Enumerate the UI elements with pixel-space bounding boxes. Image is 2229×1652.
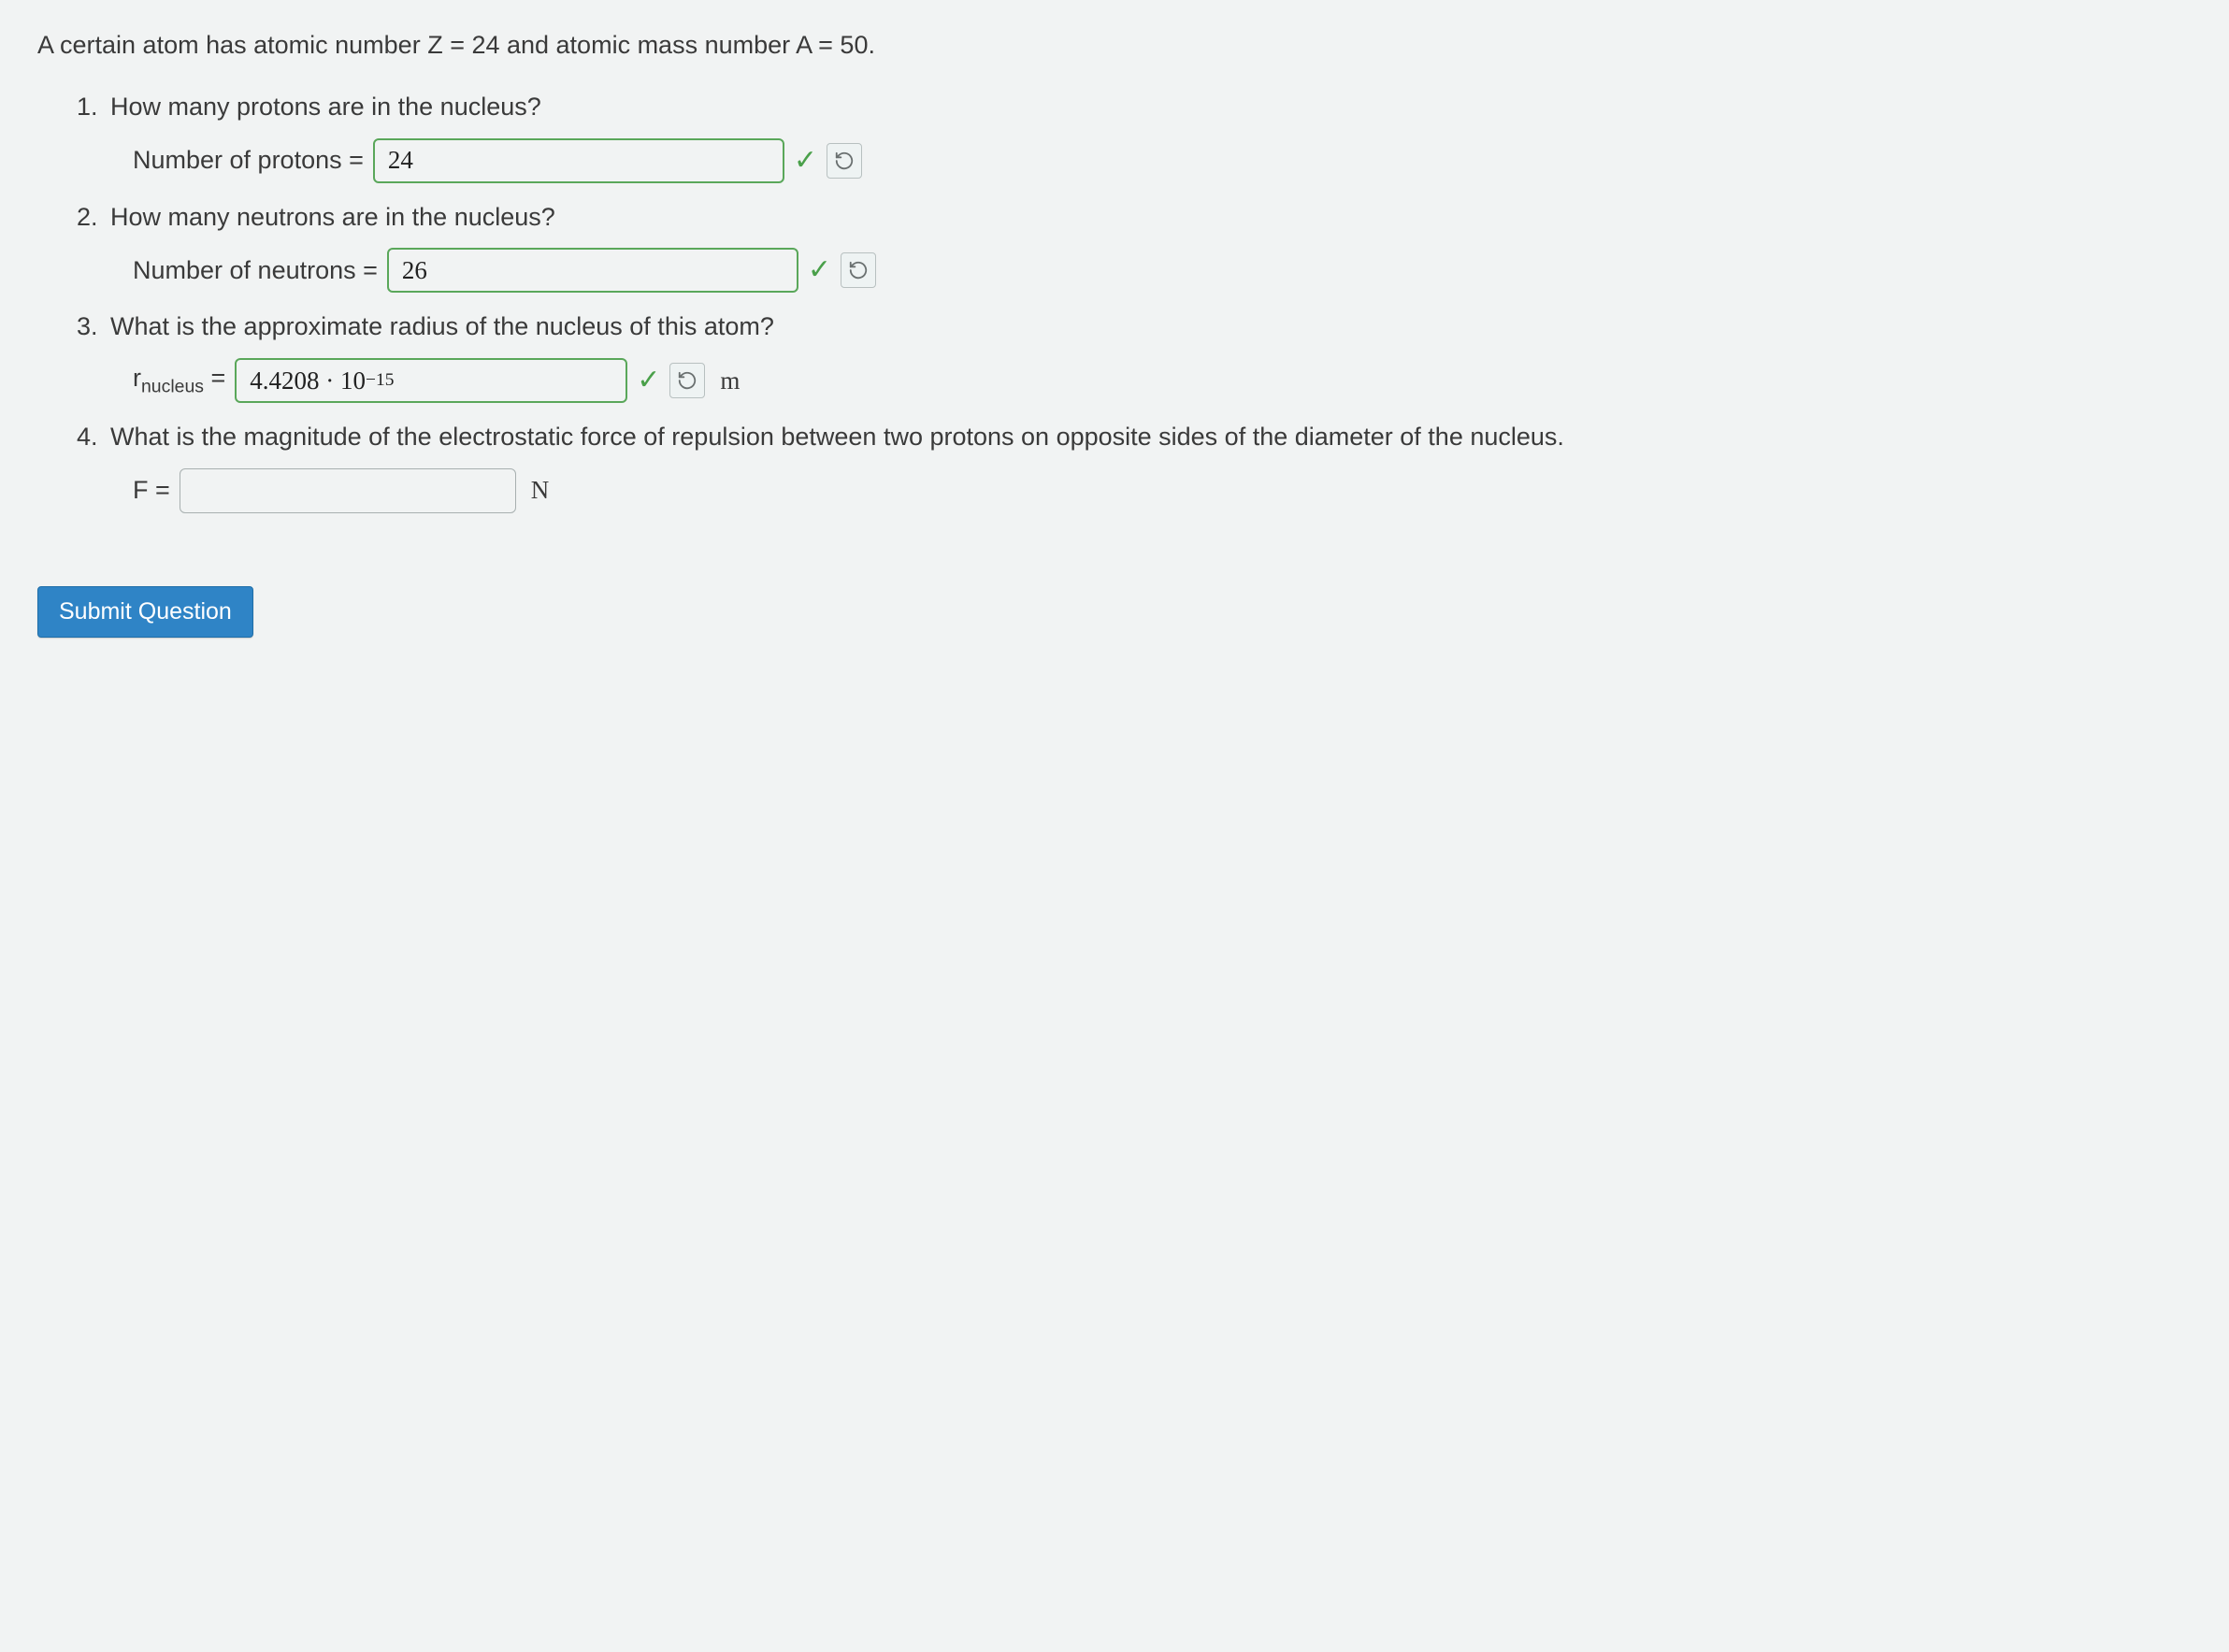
question-list: How many protons are in the nucleus? Num…: [37, 90, 2192, 513]
question-4: What is the magnitude of the electrostat…: [105, 420, 2192, 513]
answer-label: F =: [133, 476, 170, 505]
protons-input[interactable]: 24: [373, 138, 784, 183]
answer-label: rnucleus =: [133, 364, 225, 397]
retry-icon: [677, 370, 697, 391]
retry-button[interactable]: [841, 252, 876, 288]
retry-icon: [848, 260, 869, 280]
question-text: How many neutrons are in the nucleus?: [110, 200, 2192, 236]
answer-label: Number of neutrons =: [133, 256, 378, 285]
question-text: What is the approximate radius of the nu…: [110, 309, 2192, 345]
answer-row: Number of protons = 24 ✓: [133, 138, 2192, 183]
unit-label: m: [720, 366, 740, 395]
question-text: How many protons are in the nucleus?: [110, 90, 2192, 125]
question-1: How many protons are in the nucleus? Num…: [105, 90, 2192, 183]
retry-button[interactable]: [669, 363, 705, 398]
retry-button[interactable]: [827, 143, 862, 179]
question-text: What is the magnitude of the electrostat…: [110, 420, 2192, 455]
neutrons-input[interactable]: 26: [387, 248, 798, 293]
answer-row: Number of neutrons = 26 ✓: [133, 248, 2192, 293]
check-icon: ✓: [637, 366, 660, 395]
retry-icon: [834, 151, 855, 171]
force-input[interactable]: [180, 468, 516, 513]
submit-question-button[interactable]: Submit Question: [37, 586, 253, 638]
answer-row: rnucleus = 4.4208 · 10−15 ✓ m: [133, 358, 2192, 403]
check-icon: ✓: [808, 256, 831, 284]
problem-prompt: A certain atom has atomic number Z = 24 …: [37, 28, 2192, 64]
question-2: How many neutrons are in the nucleus? Nu…: [105, 200, 2192, 294]
answer-label: Number of protons =: [133, 146, 364, 175]
radius-input[interactable]: 4.4208 · 10−15: [235, 358, 627, 403]
answer-row: F = N: [133, 468, 2192, 513]
unit-label: N: [531, 476, 550, 505]
check-icon: ✓: [794, 147, 817, 175]
question-3: What is the approximate radius of the nu…: [105, 309, 2192, 403]
